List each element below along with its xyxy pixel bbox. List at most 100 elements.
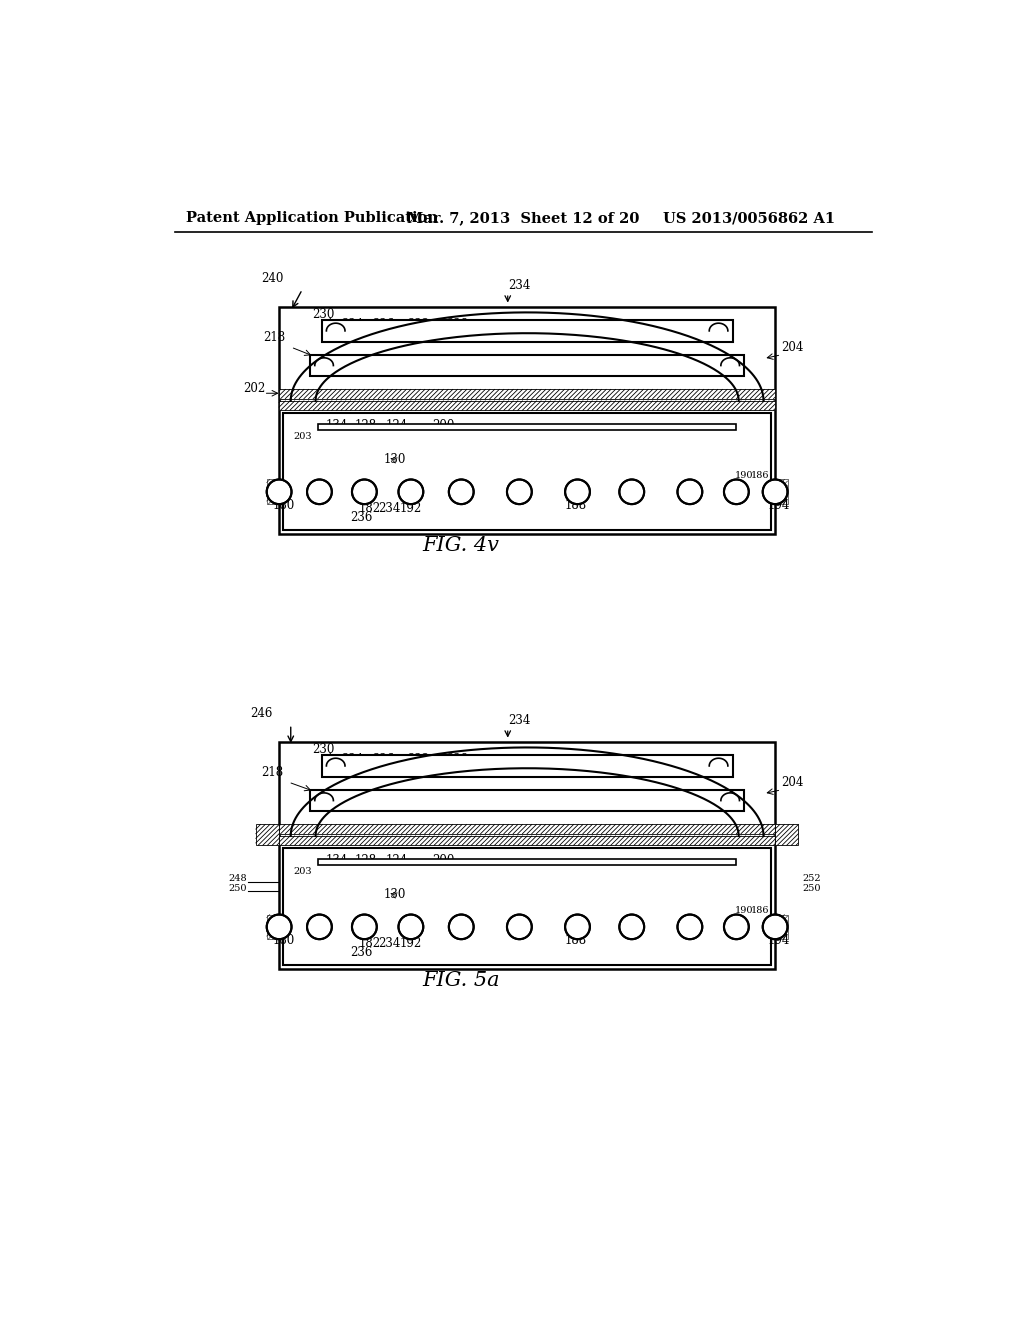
Circle shape [449,479,474,504]
Circle shape [266,915,292,940]
Bar [280,742,775,969]
Bar [434,892,445,903]
Text: 134: 134 [326,854,348,867]
Bar [519,892,530,903]
Bar [352,915,377,940]
Bar [317,424,736,430]
Text: 186: 186 [751,906,769,915]
Text: 240: 240 [261,272,284,285]
Bar [293,850,307,908]
Bar [477,457,487,469]
Text: 224: 224 [341,752,364,766]
Bar [266,479,292,504]
Text: 212: 212 [330,354,351,367]
Circle shape [620,915,644,940]
Bar [620,915,644,940]
Text: 228: 228 [445,318,468,331]
Text: 214: 214 [358,789,381,803]
Bar [716,321,732,342]
Text: 204: 204 [781,341,804,354]
Text: 236: 236 [350,511,373,524]
Circle shape [307,915,332,940]
Text: 128: 128 [355,420,377,433]
Bar [337,457,348,469]
Text: 192: 192 [399,937,422,950]
Bar [398,479,423,504]
Text: Mar. 7, 2013  Sheet 12 of 20: Mar. 7, 2013 Sheet 12 of 20 [407,211,639,226]
Bar [352,479,377,504]
Bar [283,907,771,915]
Bar [280,401,775,411]
Text: 246: 246 [251,706,272,719]
Text: 194: 194 [767,499,790,512]
Bar [752,414,764,473]
Text: 180: 180 [273,499,295,512]
Bar [280,308,775,535]
Text: 124: 124 [385,420,408,433]
Circle shape [678,915,702,940]
Circle shape [507,915,531,940]
Bar [369,878,379,890]
Bar [519,878,530,890]
Text: 203: 203 [294,433,312,441]
Bar [519,457,530,469]
Bar [399,457,410,469]
Text: 128: 128 [355,854,377,867]
Text: 250: 250 [228,884,247,894]
Text: 230: 230 [312,308,335,321]
Bar [369,457,379,469]
Text: 224: 224 [341,318,364,331]
Text: 212: 212 [496,354,518,367]
Bar [434,444,445,454]
Circle shape [724,915,749,940]
Bar [507,479,531,504]
Text: 234: 234 [378,502,400,515]
Text: 218: 218 [261,766,284,779]
Text: FIG. 4v: FIG. 4v [423,536,500,556]
Circle shape [398,915,423,940]
Text: 182: 182 [358,502,380,515]
Bar [322,321,732,342]
Bar [280,825,775,834]
Bar [775,825,799,845]
Bar [678,479,702,504]
Text: 250: 250 [802,884,821,894]
Circle shape [307,479,332,504]
Bar [399,892,410,903]
Circle shape [678,479,702,504]
Text: 214: 214 [358,354,381,367]
Text: FIG. 5a: FIG. 5a [423,972,500,990]
Bar [337,878,348,890]
Bar [310,355,328,376]
Bar [519,444,530,454]
Bar [752,850,764,908]
Bar [283,471,771,479]
Bar [310,355,744,376]
Circle shape [398,479,423,504]
Bar [369,892,379,903]
Text: 186: 186 [751,471,769,480]
Bar [280,836,775,845]
Bar [736,850,749,908]
Bar [280,389,775,399]
Text: US 2013/0056862 A1: US 2013/0056862 A1 [663,211,835,226]
Text: 252: 252 [802,874,821,883]
Circle shape [352,915,377,940]
Text: 234: 234 [378,937,400,950]
Bar [620,479,644,504]
Bar [507,915,531,940]
Text: 192: 192 [399,502,422,515]
Text: 226: 226 [372,752,394,766]
Text: 222: 222 [407,318,429,331]
Text: 216: 216 [454,789,476,803]
Text: Patent Application Publication: Patent Application Publication [186,211,438,226]
Bar [724,479,749,504]
Text: 180: 180 [273,933,295,946]
Text: 182: 182 [358,937,380,950]
Bar [322,321,339,342]
Text: 190: 190 [735,906,754,915]
Text: 190: 190 [735,471,754,480]
Bar [678,915,702,940]
Bar [477,892,487,903]
Bar [449,479,474,504]
